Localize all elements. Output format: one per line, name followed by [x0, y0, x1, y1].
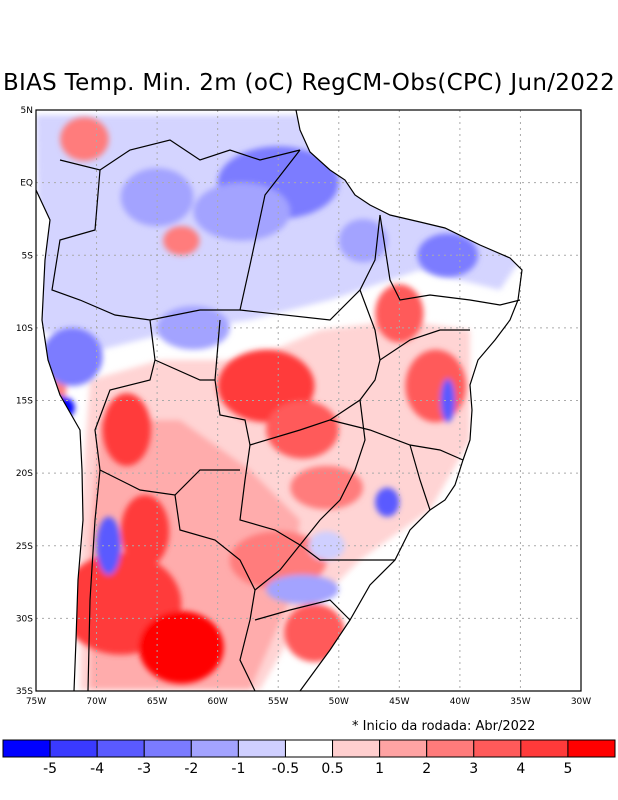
- cold-bias-region: [375, 487, 400, 517]
- cold-bias-region: [338, 218, 388, 263]
- atlantic-ocean: [296, 110, 581, 691]
- warm-bias-region: [375, 284, 424, 343]
- run-start-note: * Inicio da rodada: Abr/2022: [352, 719, 536, 734]
- legend-swatch: [567, 739, 616, 758]
- lon-tick-label: 55W: [268, 697, 288, 707]
- cold-bias-region: [440, 378, 456, 423]
- warm-bias-region: [405, 349, 466, 423]
- warm-bias-region: [120, 494, 170, 568]
- cold-bias-region: [266, 574, 339, 604]
- cold-bias-region: [308, 531, 345, 561]
- legend-swatch: [426, 739, 475, 758]
- legend-label: -4: [90, 761, 104, 777]
- lon-tick-label: 40W: [450, 697, 470, 707]
- lat-tick-label: 25S: [16, 542, 33, 552]
- legend-label: 0.5: [321, 761, 343, 777]
- legend-label: 2: [422, 761, 431, 777]
- legend-swatch: [284, 739, 334, 758]
- legend-label: -3: [137, 761, 151, 777]
- color-legend: -5 -4 -3 -2 -1 -0.5 0.5 1 2 3 4 5: [2, 739, 616, 777]
- warm-bias-region: [102, 393, 152, 466]
- lon-tick-label: 30W: [571, 697, 591, 707]
- legend-swatch: [379, 739, 428, 758]
- legend-swatch: [2, 739, 51, 758]
- map-title: BIAS Temp. Min. 2m (oC) RegCM-Obs(CPC) J…: [2, 70, 616, 96]
- warm-bias-region: [163, 226, 200, 256]
- legend-label: -1: [231, 761, 245, 777]
- legend-swatch: [49, 739, 98, 758]
- legend-swatch: [332, 739, 381, 758]
- warm-bias-region: [290, 465, 363, 510]
- lat-tick-label: 5N: [21, 106, 33, 116]
- lat-tick-label: 10S: [16, 324, 33, 334]
- cold-bias-region: [193, 182, 291, 241]
- legend-label: -5: [43, 761, 57, 777]
- legend-swatch: [237, 739, 286, 758]
- legend-swatch: [520, 739, 569, 758]
- plot-frame: [35, 109, 582, 692]
- lon-tick-label: 65W: [147, 697, 167, 707]
- cold-bias-region: [417, 233, 479, 278]
- lon-tick-label: 50W: [329, 697, 349, 707]
- warm-bias-region: [138, 611, 224, 684]
- lon-tick-label: 75W: [26, 697, 46, 707]
- legend-label: -2: [184, 761, 198, 777]
- grid-lines: [36, 110, 581, 691]
- legend-label: 5: [563, 761, 572, 777]
- lat-tick-label: 15S: [16, 397, 33, 407]
- lon-tick-label: 35W: [510, 697, 530, 707]
- legend-swatch: [143, 739, 192, 758]
- lat-tick-label: 20S: [16, 469, 33, 479]
- warm-bias-region: [60, 117, 109, 161]
- legend-swatch: [473, 739, 522, 758]
- lat-tick-label: 35S: [16, 687, 33, 697]
- warm-bias-region: [284, 603, 345, 662]
- lat-tick-label: EQ: [20, 179, 33, 189]
- cold-bias-region: [42, 327, 103, 386]
- boundaries: [35, 109, 523, 692]
- legend-label: -0.5: [272, 761, 299, 777]
- legend-label: 3: [469, 761, 478, 777]
- bias-map: 75W 70W 65W 60W 55W 50W 45W 40W 35W 30W 5N EQ 5S 10S…: [16, 106, 591, 707]
- lon-tick-label: 60W: [207, 697, 227, 707]
- lat-tick-label: 5S: [22, 251, 34, 261]
- pacific-ocean: [36, 190, 83, 691]
- lon-tick-label: 45W: [389, 697, 409, 707]
- lat-tick-label: 30S: [16, 614, 33, 624]
- legend-swatch: [190, 739, 239, 758]
- legend-swatch: [96, 739, 145, 758]
- lon-tick-label: 70W: [86, 697, 106, 707]
- legend-label: 1: [375, 761, 384, 777]
- legend-label: 4: [516, 761, 525, 777]
